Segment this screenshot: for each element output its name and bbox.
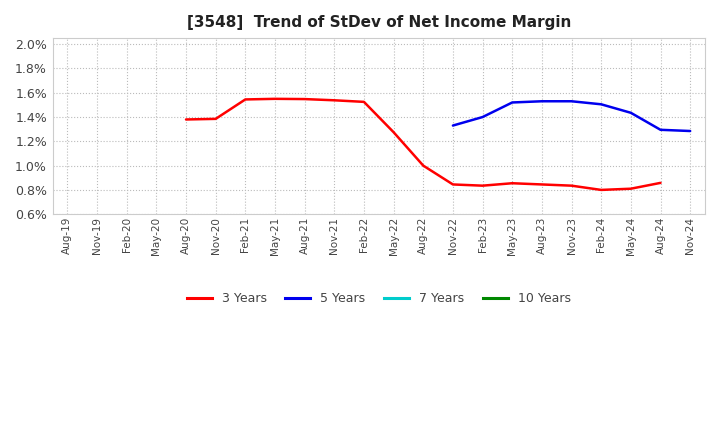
5 Years	[567, 99, 576, 104]
5 Years	[597, 102, 606, 107]
3 Years	[419, 163, 428, 168]
5 Years	[656, 127, 665, 132]
5 Years	[538, 99, 546, 104]
5 Years	[449, 123, 457, 128]
3 Years	[567, 183, 576, 188]
3 Years	[390, 130, 398, 135]
3 Years	[241, 97, 250, 102]
3 Years	[212, 116, 220, 121]
3 Years	[359, 99, 368, 105]
3 Years	[626, 186, 635, 191]
3 Years	[449, 182, 457, 187]
Line: 5 Years: 5 Years	[453, 101, 690, 131]
Title: [3548]  Trend of StDev of Net Income Margin: [3548] Trend of StDev of Net Income Marg…	[186, 15, 571, 30]
3 Years	[300, 96, 309, 102]
5 Years	[508, 100, 516, 105]
5 Years	[626, 110, 635, 115]
3 Years	[597, 187, 606, 193]
3 Years	[181, 117, 190, 122]
Legend: 3 Years, 5 Years, 7 Years, 10 Years: 3 Years, 5 Years, 7 Years, 10 Years	[181, 287, 576, 310]
5 Years	[478, 114, 487, 120]
3 Years	[538, 182, 546, 187]
Line: 3 Years: 3 Years	[186, 99, 660, 190]
3 Years	[656, 180, 665, 186]
3 Years	[508, 180, 516, 186]
5 Years	[686, 128, 695, 134]
3 Years	[330, 98, 338, 103]
3 Years	[478, 183, 487, 188]
3 Years	[271, 96, 279, 102]
